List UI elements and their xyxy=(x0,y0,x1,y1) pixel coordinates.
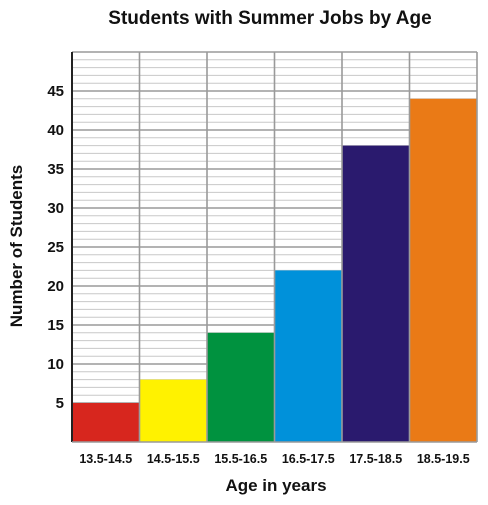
y-tick-label: 5 xyxy=(56,395,64,412)
x-tick-label: 17.5-18.5 xyxy=(349,452,402,466)
y-tick-label: 35 xyxy=(47,161,64,178)
bars xyxy=(72,98,477,443)
x-tick-labels: 13.5-14.5 14.5-15.5 15.5-16.5 16.5-17.5 17.5… xyxy=(79,452,469,466)
y-tick-label: 40 xyxy=(47,122,64,139)
bin-divider-lines xyxy=(71,52,478,443)
bar-13.5-14.5 xyxy=(72,403,140,442)
bar-14.5-15.5 xyxy=(139,379,207,442)
y-tick-label: 25 xyxy=(47,239,64,256)
bar-15.5-16.5 xyxy=(207,332,275,442)
bar-17.5-18.5 xyxy=(342,145,410,442)
x-tick-label: 16.5-17.5 xyxy=(282,452,335,466)
y-tick-label: 45 xyxy=(47,83,64,100)
bar-16.5-17.5 xyxy=(274,270,342,442)
x-tick-label: 15.5-16.5 xyxy=(214,452,267,466)
x-tick-label: 13.5-14.5 xyxy=(79,452,132,466)
chart-title: Students with Summer Jobs by Age xyxy=(108,8,431,29)
y-tick-label: 20 xyxy=(47,278,64,295)
x-tick-label: 14.5-15.5 xyxy=(147,452,200,466)
y-tick-labels: 5 10 15 20 25 30 35 40 45 xyxy=(47,83,64,412)
x-tick-label: 18.5-19.5 xyxy=(417,452,470,466)
y-tick-label: 10 xyxy=(47,356,64,373)
y-axis-label: Number of Students xyxy=(7,165,26,327)
y-tick-label: 30 xyxy=(47,200,64,217)
bar-18.5-19.5 xyxy=(409,98,477,443)
y-tick-label: 15 xyxy=(47,317,64,334)
x-axis-label: Age in years xyxy=(225,476,326,495)
